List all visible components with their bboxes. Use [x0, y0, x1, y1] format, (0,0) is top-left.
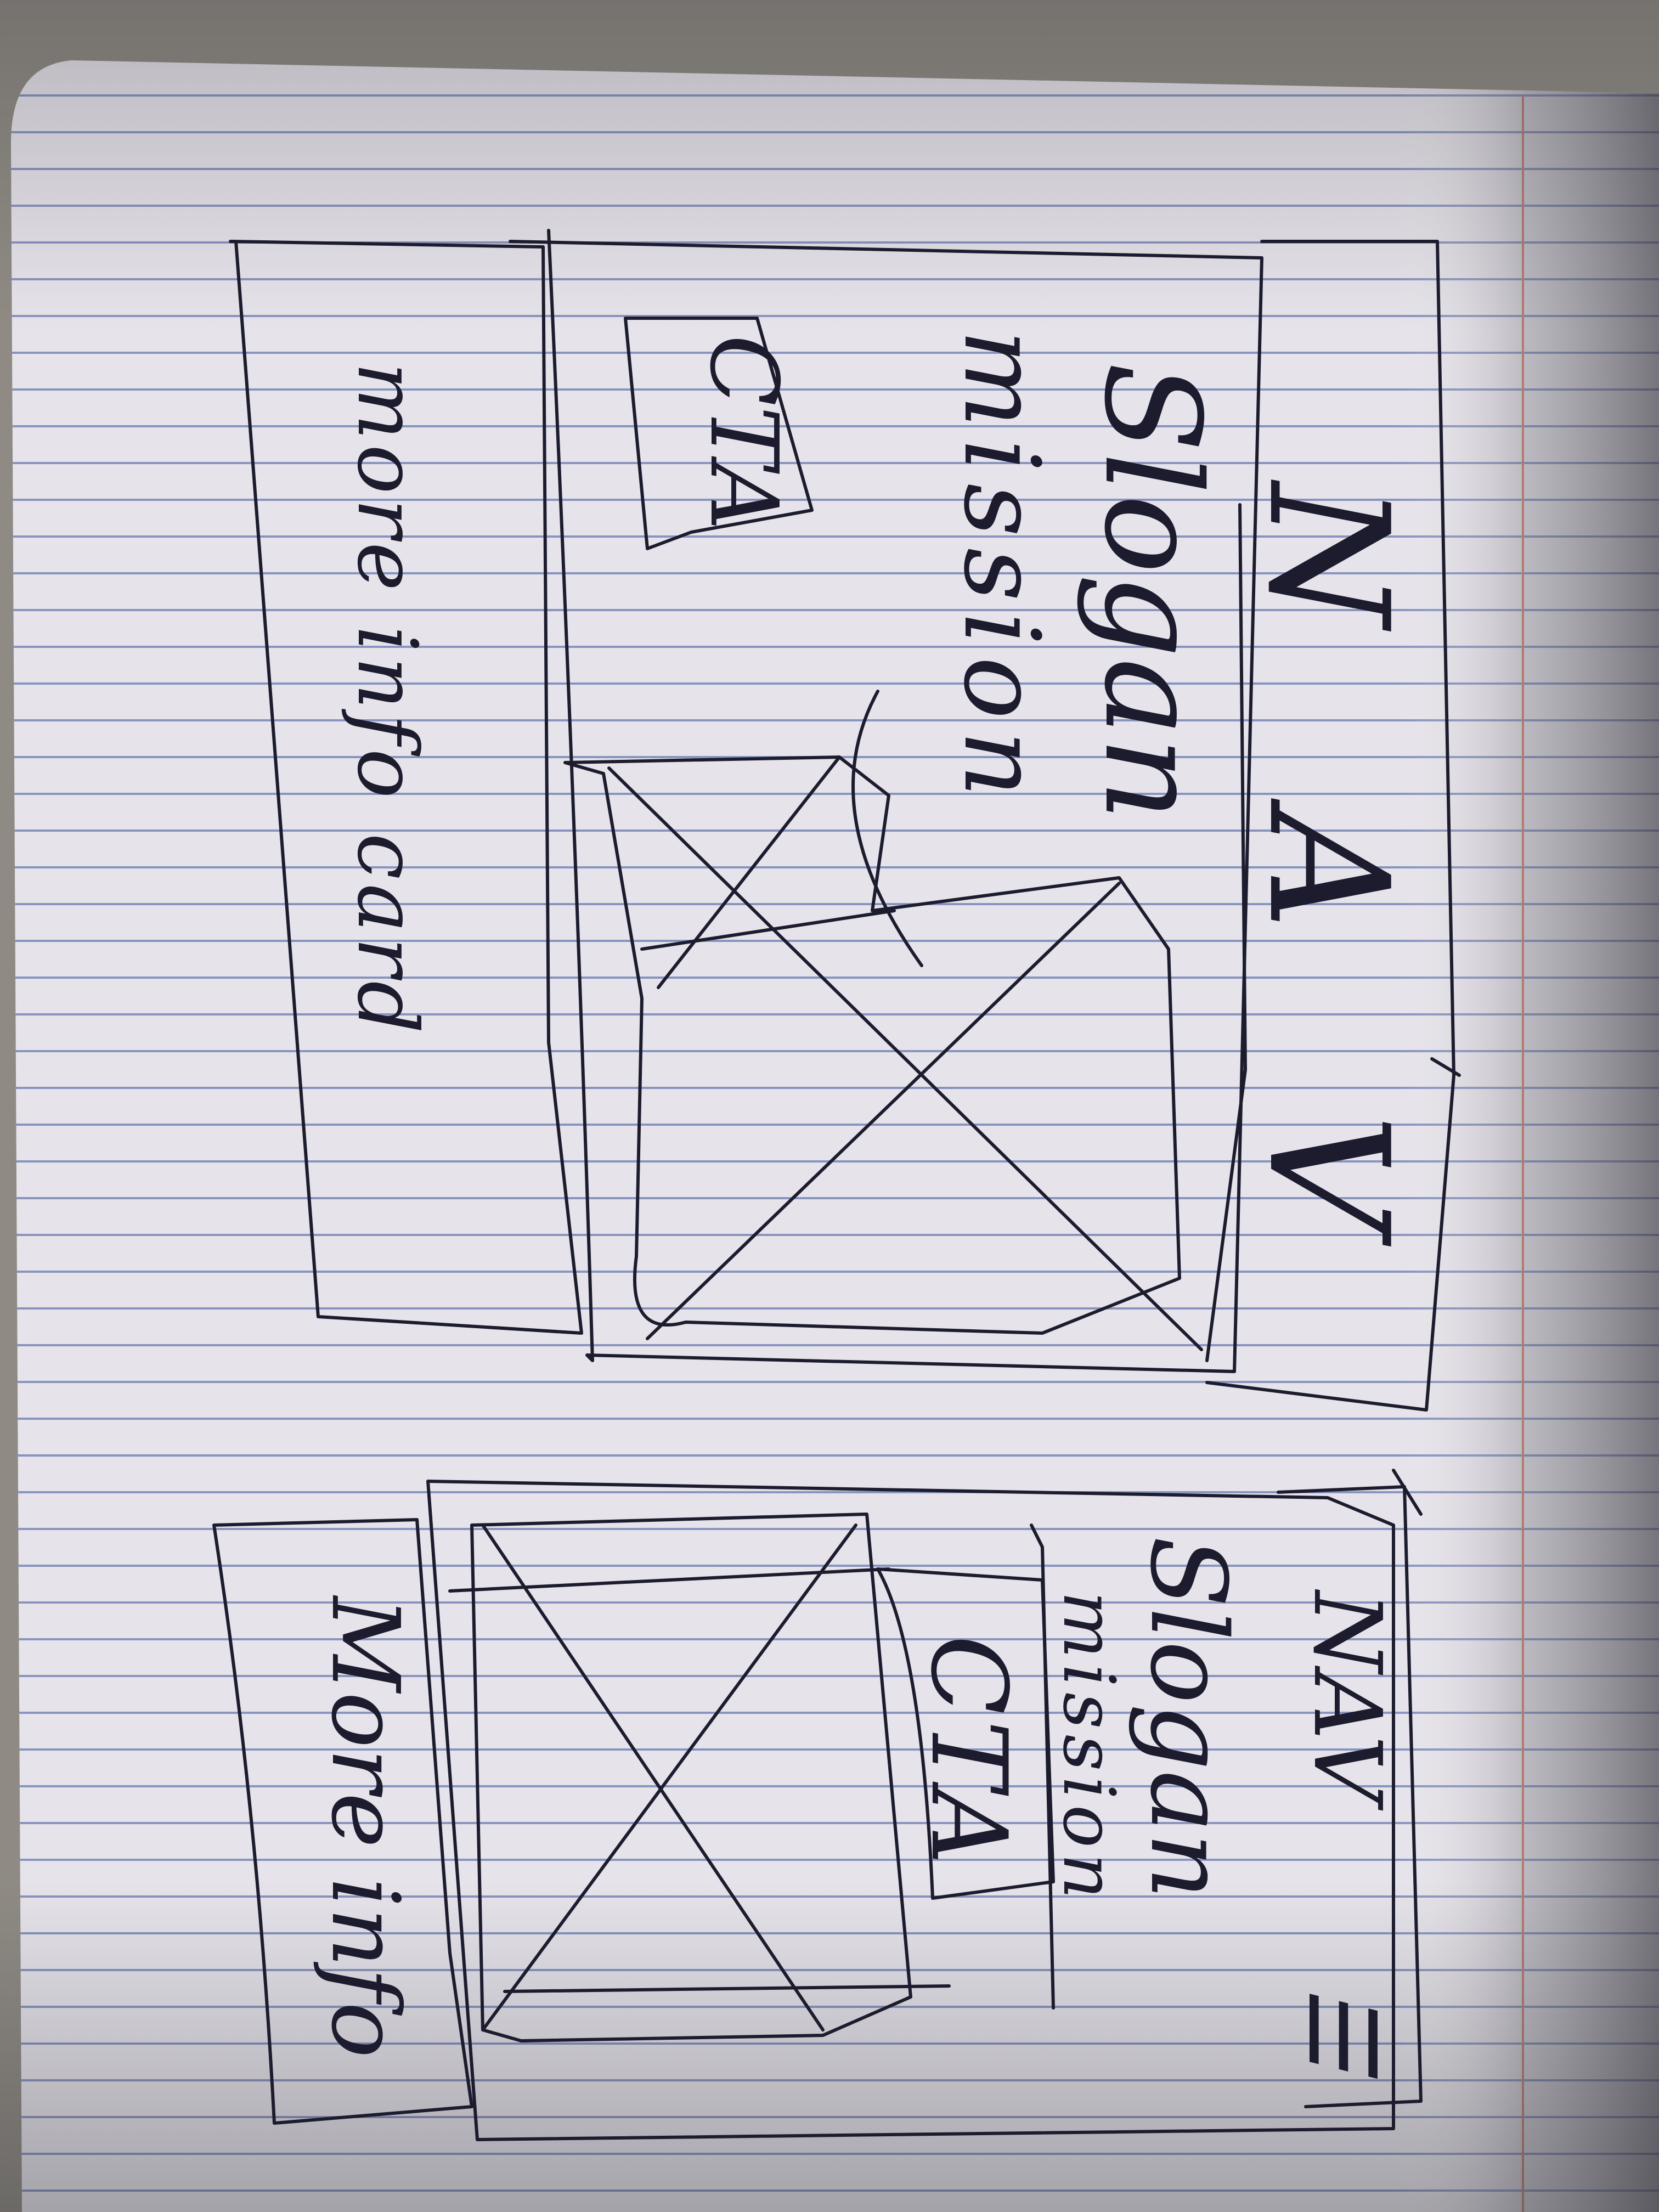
mobile-nav-label: NAV: [1293, 1591, 1401, 1803]
desktop-card-label: more info card: [339, 362, 435, 1038]
mobile-info-card: [212, 1518, 473, 2125]
desktop-slogan: Slogan: [1075, 362, 1229, 821]
desktop-nav-bar: [1205, 240, 1455, 1412]
desktop-image-placeholder: [563, 755, 1181, 1335]
mobile-cta-box: [876, 1567, 1055, 1900]
desktop-nav-label: N A V: [1232, 483, 1424, 1299]
desktop-cta-box: [624, 317, 814, 550]
mobile-menu-icon: ☰: [1287, 1986, 1396, 2070]
desktop-info-card: [229, 240, 583, 1335]
desktop-cta-label: CTA: [689, 335, 798, 531]
mobile-card-label: More info: [311, 1596, 419, 2058]
desktop-mission: mission: [941, 329, 1062, 809]
mobile-nav-bar: [1277, 1485, 1423, 2108]
mobile-frame: [426, 1480, 1395, 2141]
mobile-slogan: Slogan: [1127, 1536, 1249, 1900]
desktop-frame: [509, 229, 1263, 1373]
mobile-mission: mission: [1047, 1591, 1131, 1905]
mobile-cta-label: CTA: [908, 1635, 1029, 1870]
